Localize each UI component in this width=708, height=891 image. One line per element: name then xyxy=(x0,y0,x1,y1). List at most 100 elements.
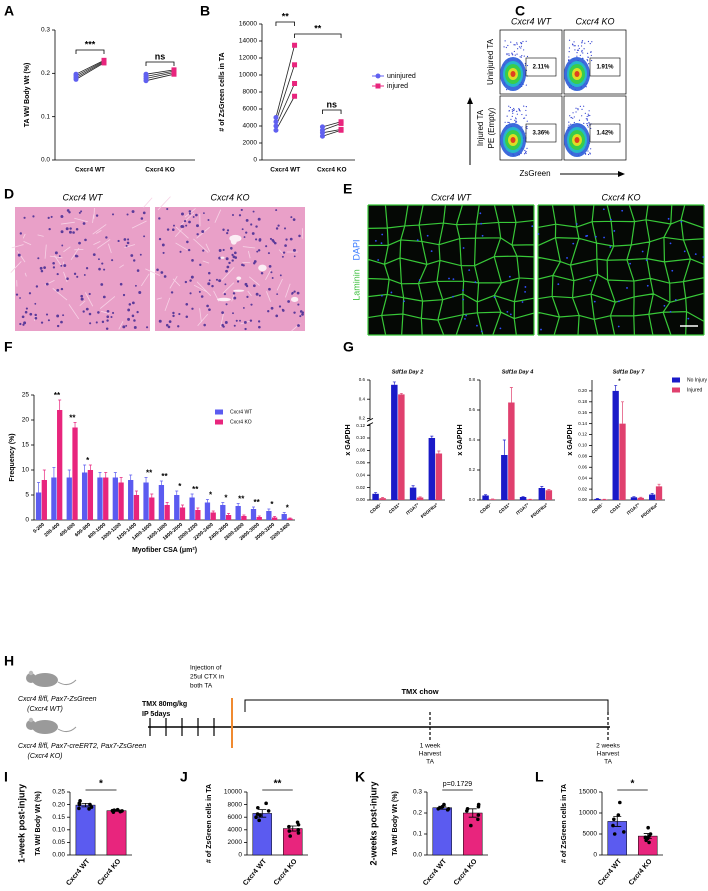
nucleus xyxy=(131,301,135,305)
bar xyxy=(75,804,96,856)
bar xyxy=(545,490,553,500)
event xyxy=(512,54,514,56)
event xyxy=(577,108,579,110)
stain-label: DAPI xyxy=(351,239,361,260)
dapi-nucleus xyxy=(572,242,575,245)
x-axis-label: Myofiber CSA (μm²) xyxy=(132,547,197,554)
event xyxy=(516,113,518,115)
nucleus xyxy=(270,271,273,274)
event xyxy=(590,127,592,130)
event xyxy=(523,153,526,155)
fiber-edge xyxy=(285,283,291,298)
bar xyxy=(508,402,515,500)
bar xyxy=(72,427,78,520)
event xyxy=(508,53,510,55)
significance-label: ns xyxy=(155,51,166,61)
significance-label: *** xyxy=(85,39,96,49)
nucleus xyxy=(252,284,256,288)
error-bar xyxy=(267,508,271,511)
pair-line xyxy=(145,73,175,82)
nucleus xyxy=(222,248,225,252)
bar xyxy=(149,497,155,520)
error-bar xyxy=(547,489,551,491)
error-bar xyxy=(257,515,261,517)
dapi-nucleus xyxy=(426,234,429,237)
nucleus xyxy=(245,231,248,234)
nucleus xyxy=(19,297,21,299)
nucleus xyxy=(75,227,79,231)
point xyxy=(264,801,268,806)
significance-label: ** xyxy=(146,469,153,478)
pair-line xyxy=(75,60,105,77)
error-bar xyxy=(468,808,477,818)
error-bar xyxy=(374,492,378,494)
fiber-edge xyxy=(222,282,235,294)
bar xyxy=(416,497,424,500)
y-tick-label: 0.3 xyxy=(41,27,50,34)
nucleus xyxy=(61,244,64,247)
nucleus xyxy=(297,303,300,306)
dapi-nucleus xyxy=(390,291,393,294)
nucleus xyxy=(240,208,243,211)
y-tick-label: 0.2 xyxy=(413,810,422,817)
event xyxy=(508,54,510,56)
row-label: 2-weeks post-injury xyxy=(368,781,378,865)
nucleus xyxy=(184,280,188,284)
fiber-edge xyxy=(11,244,24,249)
nucleus xyxy=(278,305,282,308)
fiber-edge xyxy=(247,290,252,297)
bar xyxy=(106,810,127,856)
arrow-head xyxy=(467,97,473,104)
fiber-edge xyxy=(164,297,171,312)
nucleus xyxy=(131,314,135,318)
dapi-nucleus xyxy=(506,310,509,313)
y-tick-label: 0.0 xyxy=(413,852,422,859)
bar xyxy=(252,813,272,856)
point xyxy=(622,830,626,834)
y-axis-label: x GAPDH xyxy=(345,424,352,455)
significance-bracket xyxy=(145,61,175,66)
error-bar xyxy=(399,393,403,395)
event xyxy=(515,120,517,122)
nucleus xyxy=(232,312,234,315)
arrow-head xyxy=(618,171,625,177)
interstitial-space xyxy=(217,297,231,302)
interstitial-space xyxy=(230,238,237,245)
y-tick-label: 0.10 xyxy=(578,443,587,448)
significance-label: ** xyxy=(238,495,245,504)
nucleus xyxy=(69,227,72,230)
significance-label: ** xyxy=(314,23,322,33)
event xyxy=(568,59,570,61)
event xyxy=(524,117,526,119)
event xyxy=(574,49,576,51)
nucleus xyxy=(133,326,137,329)
nucleus xyxy=(25,307,28,310)
nucleus xyxy=(161,243,165,247)
panel-letter: L xyxy=(535,769,544,785)
fiber-edge xyxy=(169,275,178,289)
fiber-edge xyxy=(143,197,153,208)
point xyxy=(465,807,470,811)
nucleus xyxy=(221,323,224,327)
panel-letter: H xyxy=(4,653,14,669)
nucleus xyxy=(65,227,69,231)
panel-letter: D xyxy=(4,186,14,202)
nucleus xyxy=(78,241,81,245)
nucleus xyxy=(235,319,238,322)
fiber-edge xyxy=(16,250,26,263)
nucleus xyxy=(177,325,180,328)
nucleus xyxy=(117,239,120,243)
event xyxy=(516,110,518,113)
nucleus xyxy=(189,279,192,282)
y-tick-label: 6000 xyxy=(228,814,243,821)
point xyxy=(73,71,79,77)
nucleus xyxy=(83,274,86,276)
nucleus xyxy=(127,308,131,312)
point xyxy=(616,813,621,817)
nucleus xyxy=(158,217,161,220)
point xyxy=(319,124,325,130)
nucleus xyxy=(223,292,227,296)
nucleus xyxy=(185,224,188,227)
point xyxy=(258,813,262,818)
point xyxy=(292,42,298,48)
